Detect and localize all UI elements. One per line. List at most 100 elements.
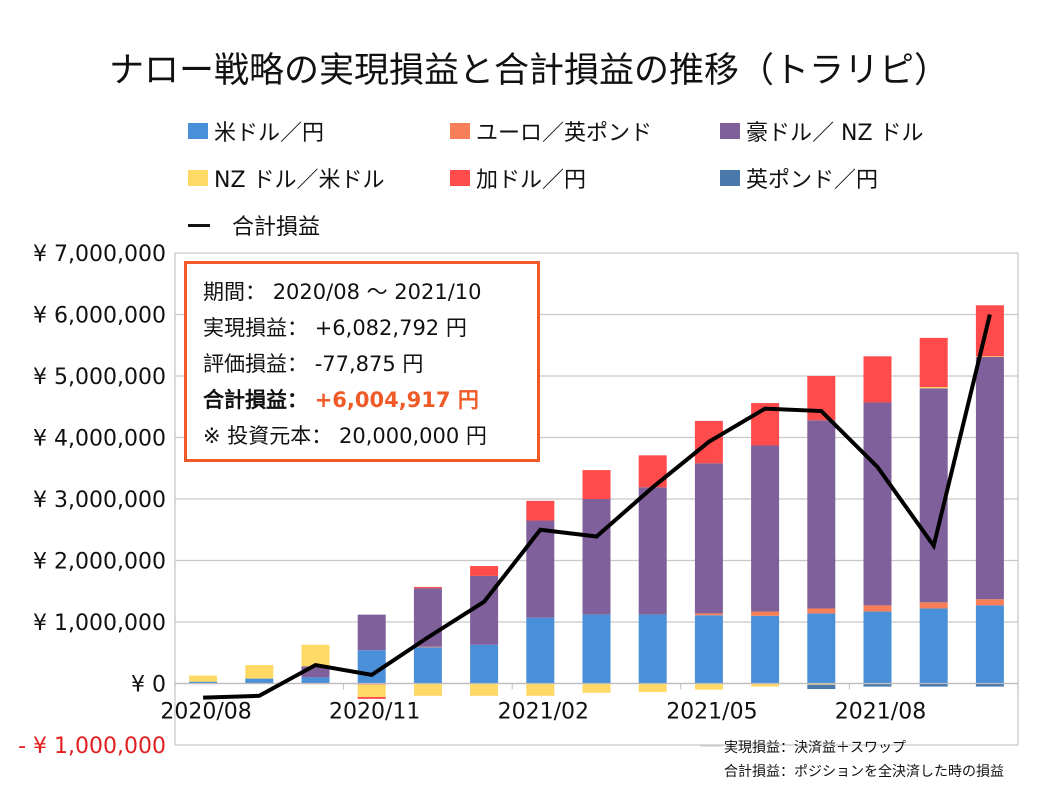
principal-label: ※ 投資元本： [203,424,333,448]
note-total: 合計損益：ポジションを全決済した時の損益 [724,764,1004,780]
legend-swatch [720,170,740,186]
period-row: 期間： 2020/08 〜 2021/10 [203,274,537,310]
bar-segment [919,388,948,603]
bar-segment [526,683,555,696]
unrealized-value: -77,875 円 [314,352,424,376]
y-tick-label: - ¥ 1,000,000 [18,734,166,759]
bar-segment [807,684,836,690]
total-value: +6,004,917 円 [314,388,479,412]
bar-segment [582,499,611,615]
principal-value: 20,000,000 円 [338,424,487,448]
bar-segment [413,586,442,589]
bar-segment [582,614,611,684]
x-tick-label: 2020/11 [329,700,420,725]
legend-label: 英ポンド／円 [746,168,879,193]
summary-box: 期間： 2020/08 〜 2021/10 実現損益： +6,082,792 円… [184,261,540,462]
realized-value: +6,082,792 円 [314,316,467,340]
legend-item-cadjpy: 加ドル／円 [450,162,586,194]
bar-segment [919,683,948,687]
bar-segment [413,683,442,696]
bar-segment [919,337,948,388]
bar-segment [807,613,836,684]
bar-segment [357,684,386,698]
legend-label: 加ドル／円 [476,168,587,193]
bar-segment [189,675,218,682]
bar-segment [975,605,1004,684]
bar-segment [694,683,723,690]
x-tick-label: 2021/08 [835,700,926,725]
legend-item-eurgbp: ユーロ／英ポンド [450,115,652,147]
bar-segment [301,666,330,678]
legend-item-total: 合計損益 [188,209,320,241]
y-tick-label: ¥ 4,000,000 [33,427,166,452]
bar-segment [863,684,892,687]
x-tick-label: 2020/08 [160,700,251,725]
bar-segment [863,611,892,684]
realized-row: 実現損益： +6,082,792 円 [203,310,537,346]
period-value: 2020/08 〜 2021/10 [272,280,482,304]
y-tick-label: ¥ 2,000,000 [33,550,166,575]
legend-swatch [188,170,208,186]
period-label: 期間： [203,280,266,304]
bar-segment [919,608,948,684]
bar-segment [975,356,1004,600]
bar-segment [470,683,499,696]
bar-segment [863,402,892,606]
bar-segment [582,470,611,499]
unrealized-label: 評価損益： [203,352,308,376]
bar-segment [807,608,836,614]
bar-segment [526,500,555,521]
bar-segment [470,644,499,684]
legend-label: 米ドル／円 [214,121,325,146]
legend-item-usdjpy: 米ドル／円 [188,115,324,147]
y-tick-label: ¥ 1,000,000 [33,611,166,636]
bar-segment [975,599,1004,606]
bar-segment [245,665,274,679]
bar-segment [694,613,723,616]
total-row: 合計損益： +6,004,917 円 [203,382,537,418]
legend-line-swatch [188,223,210,227]
y-tick-label: ¥ 7,000,000 [33,242,166,267]
bar-segment [975,683,1004,687]
legend-label: 合計損益 [232,215,321,240]
y-tick-label: ¥ 6,000,000 [33,304,166,329]
note-realized: 実現損益：決済益＋スワップ [724,740,906,756]
bar-segment [751,683,780,687]
bar-segment [919,602,948,609]
bar-segment [470,566,499,576]
legend-item-nzdusd: NZ ドル／米ドル [188,162,385,194]
legend-swatch [450,170,470,186]
bar-segment [807,420,836,609]
legend-label: ユーロ／英ポンド [476,121,653,146]
bar-segment [301,677,330,684]
bar-segment [751,615,780,684]
bar-segment [638,614,667,684]
bar-segment [357,614,386,651]
bar-segment [863,605,892,612]
bar-segment [638,683,667,693]
total-label: 合計損益： [203,388,308,412]
bar-segment [582,683,611,693]
bar-segment [751,445,780,612]
bar-segment [413,646,442,648]
legend-label: NZ ドル／米ドル [214,168,385,193]
bar-segment [751,611,780,616]
legend-swatch [450,123,470,139]
x-tick-label: 2021/05 [666,700,757,725]
bar-segment [638,487,667,615]
bar-segment [694,615,723,684]
chart-title: ナロー戦略の実現損益と合計損益の推移（トラリピ） [108,51,949,91]
bar-segment [413,647,442,684]
unrealized-row: 評価損益： -77,875 円 [203,346,537,382]
bar-segment [245,678,274,684]
realized-label: 実現損益： [203,316,308,340]
y-tick-label: ¥ 0 [131,673,166,698]
y-tick-label: ¥ 3,000,000 [33,488,166,513]
legend-item-gbpjpy: 英ポンド／円 [720,162,878,194]
legend-label: 豪ドル／ NZ ドル [746,121,924,146]
y-tick-label: ¥ 5,000,000 [33,365,166,390]
legend-item-audnzd: 豪ドル／ NZ ドル [720,115,924,147]
bar-segment [526,617,555,684]
